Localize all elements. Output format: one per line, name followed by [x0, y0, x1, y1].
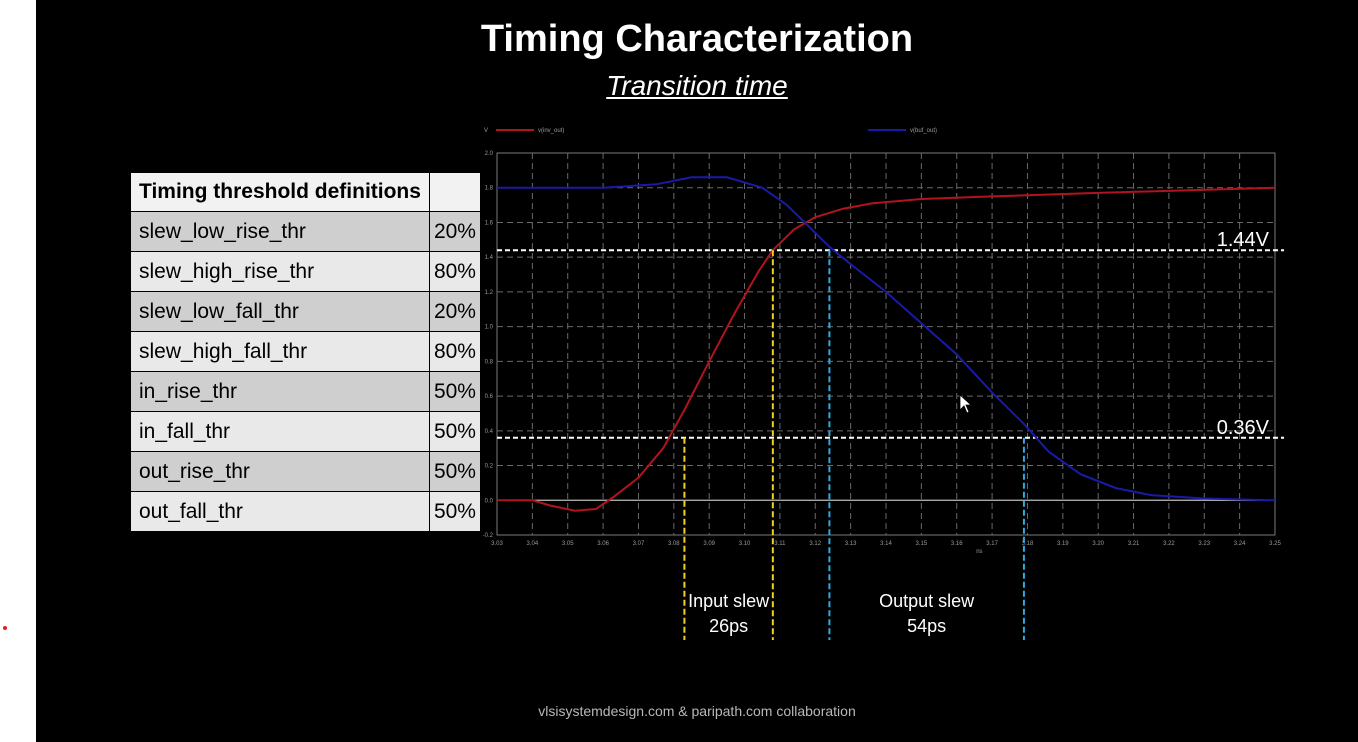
threshold-value: 50% [428, 451, 481, 492]
x-tick-label: 3.19 [1057, 541, 1069, 547]
table-row: out_rise_thr 50% [130, 451, 481, 492]
x-tick-label: 3.09 [703, 541, 715, 547]
x-tick-label: 3.16 [951, 541, 963, 547]
y-tick-label: 0.0 [485, 498, 494, 504]
threshold-value: 50% [428, 491, 481, 532]
y-tick-label: 0.4 [485, 429, 494, 435]
x-tick-label: 3.12 [809, 541, 821, 547]
x-tick-label: 3.10 [739, 541, 751, 547]
input-slew-value: 26ps [709, 616, 748, 636]
threshold-name: slew_high_rise_thr [130, 251, 430, 292]
x-tick-label: 3.14 [880, 541, 892, 547]
red-dot-marker [3, 626, 7, 630]
threshold-value: 20% [428, 211, 481, 252]
output-slew-label: Output slew [879, 591, 975, 611]
table-row: slew_high_fall_thr 80% [130, 331, 481, 372]
table-row: out_fall_thr 50% [130, 491, 481, 532]
y-tick-label: 1.2 [485, 290, 494, 296]
threshold-value: 50% [428, 411, 481, 452]
x-tick-label: 3.11 [774, 541, 786, 547]
slide-subtitle: Transition time [606, 70, 788, 101]
table-header-row: Timing threshold definitions [130, 172, 481, 212]
threshold-value: 20% [428, 291, 481, 332]
x-tick-label: 3.03 [491, 541, 503, 547]
high-threshold-label: 1.44V [1217, 229, 1270, 251]
y-tick-label: 1.8 [485, 186, 494, 192]
x-tick-label: 3.08 [668, 541, 680, 547]
y-tick-label: 0.2 [485, 464, 494, 470]
x-tick-label: 3.04 [527, 541, 539, 547]
waveform-series [497, 176, 1276, 502]
output-slew-value: 54ps [907, 616, 946, 636]
x-tick-label: 3.23 [1198, 541, 1210, 547]
y-tick-label: -0.2 [483, 533, 494, 539]
threshold-value: 80% [428, 331, 481, 372]
table-row: slew_low_rise_thr 20% [130, 211, 481, 252]
waveform-series [497, 186, 1276, 512]
threshold-name: slew_low_rise_thr [130, 211, 430, 252]
table-header-cell: Timing threshold definitions [130, 172, 430, 212]
y-tick-label: 0.8 [485, 359, 494, 365]
footer-credit: vlsisystemdesign.com & paripath.com coll… [538, 703, 856, 719]
y-tick-label: 1.4 [485, 255, 494, 261]
threshold-value: 50% [428, 371, 481, 412]
threshold-name: slew_high_fall_thr [130, 331, 430, 372]
threshold-name: out_fall_thr [130, 491, 430, 532]
x-tick-label: 3.24 [1234, 541, 1246, 547]
slide: Timing Characterization Transition time … [36, 0, 1358, 742]
mouse-cursor-icon [959, 394, 973, 414]
y-unit-label: V [484, 128, 488, 134]
y-tick-label: 2.0 [485, 151, 494, 157]
left-margin [0, 0, 36, 742]
input-slew-label: Input slew [688, 591, 770, 611]
threshold-name: in_rise_thr [130, 371, 430, 412]
x-tick-label: 3.17 [986, 541, 998, 547]
table-row: in_fall_thr 50% [130, 411, 481, 452]
x-unit-label: ns [976, 549, 982, 555]
x-tick-label: 3.21 [1128, 541, 1140, 547]
x-tick-label: 3.18 [1022, 541, 1034, 547]
table-row: slew_high_rise_thr 80% [130, 251, 481, 292]
table-row: slew_low_fall_thr 20% [130, 291, 481, 332]
slide-title: Timing Characterization [480, 18, 914, 60]
legend-entry: v(inv_out) [538, 128, 564, 134]
table-row: in_rise_thr 50% [130, 371, 481, 412]
x-tick-label: 3.20 [1092, 541, 1104, 547]
x-tick-label: 3.06 [597, 541, 609, 547]
x-tick-label: 3.25 [1269, 541, 1281, 547]
low-threshold-label: 0.36V [1217, 417, 1270, 439]
y-tick-label: 0.6 [485, 394, 494, 400]
threshold-name: slew_low_fall_thr [130, 291, 430, 332]
table-header-empty-cell [428, 172, 481, 212]
x-tick-label: 3.13 [845, 541, 857, 547]
x-tick-label: 3.07 [633, 541, 645, 547]
threshold-name: out_rise_thr [130, 451, 430, 492]
threshold-table: Timing threshold definitions slew_low_ri… [130, 172, 481, 532]
threshold-name: in_fall_thr [130, 411, 430, 452]
threshold-value: 80% [428, 251, 481, 292]
waveform-plot: 3.03 3.04 3.05 3.06 3.07 3.08 3.09 3.10 3.11 3.12… [483, 128, 1284, 640]
legend-entry: v(buf_out) [910, 128, 937, 134]
y-tick-label: 1.6 [485, 220, 494, 226]
x-tick-label: 3.05 [562, 541, 574, 547]
y-tick-label: 1.0 [485, 325, 494, 331]
x-tick-label: 3.15 [916, 541, 928, 547]
x-tick-label: 3.22 [1163, 541, 1175, 547]
